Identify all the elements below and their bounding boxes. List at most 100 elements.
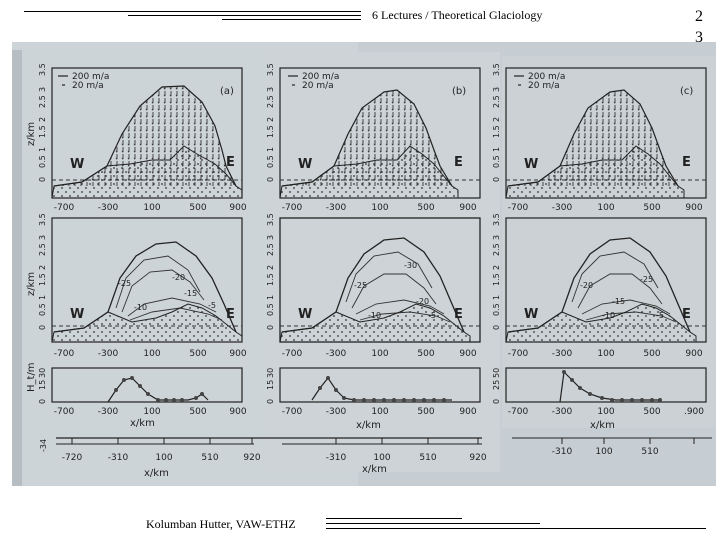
mid-b-ytick: 2 <box>266 265 275 270</box>
mid-c-contour <box>571 251 659 303</box>
mid-a-contour-label: -5 <box>208 301 216 310</box>
mid-a-contour-label: -15 <box>184 289 197 298</box>
mid-b-contour-label: -25 <box>354 281 367 290</box>
top-c-ytick: 3.5 <box>492 63 501 76</box>
mid-c-west-label: W <box>524 307 538 322</box>
mid-a-ytick: 0.5 <box>38 303 47 316</box>
mid-b-ytick: 3 <box>266 235 275 240</box>
top-c-xtick: 900 <box>685 203 702 213</box>
mid-c-xtick: -700 <box>508 349 529 359</box>
bot-b-xtick: -700 <box>282 407 303 417</box>
bottom-panel-b: 0 15 30 -700 -300 100 500 900 x/km <box>266 367 481 431</box>
bot-c-xlabel: x/km <box>590 420 615 431</box>
footer-rule-1 <box>326 518 462 519</box>
bot-c-xtick: 500 <box>643 407 660 417</box>
mid-c-contour <box>577 273 663 309</box>
mid-a-ytick: 1.5 <box>38 273 47 286</box>
footer-rule-3 <box>326 528 706 529</box>
base-axis-tick: 510 <box>201 453 218 463</box>
mid-b-xtick: -700 <box>282 349 303 359</box>
top-a-east-label: E <box>226 155 235 170</box>
mid-a-bedrock <box>51 303 243 343</box>
mid-a-east-label: E <box>226 307 235 322</box>
footer-rule-2 <box>326 523 540 524</box>
footer-author: Kolumban Hutter, VAW-ETHZ <box>146 517 296 531</box>
bot-a-ht-markers <box>114 376 204 402</box>
top-c-ytick: 2.5 <box>492 95 501 108</box>
bot-b-xtick: 100 <box>371 407 388 417</box>
mid-b-contour <box>351 273 437 309</box>
base-axis-tick: -310 <box>108 453 129 463</box>
mid-b-ytick: 1 <box>266 295 275 300</box>
mid-b-xtick: 100 <box>371 349 388 359</box>
bot-c-ytick: 0 <box>492 399 501 404</box>
middle-panel-c: -25 -20 -15 -10 -5 W E 0 0.5 1 1.5 2 2.5… <box>492 213 707 359</box>
header-rule-3 <box>222 19 361 20</box>
top-c-legend-200: 200 m/a <box>528 72 565 82</box>
top-b-xtick: -300 <box>326 203 347 213</box>
top-a-ylabel: z/km <box>26 122 37 146</box>
print-edge <box>12 50 22 486</box>
mid-a-ytick: 2.5 <box>38 243 47 256</box>
top-a-ytick: 0 <box>38 177 47 182</box>
top-a-legend-200: 200 m/a <box>72 72 109 82</box>
bot-b-ytick: 30 <box>266 368 275 378</box>
top-c-xtick: 100 <box>597 203 614 213</box>
base-axis-tick: -310 <box>552 447 573 457</box>
top-b-ytick: 3 <box>266 87 275 92</box>
mid-a-xtick: 900 <box>229 349 246 359</box>
top-a-ytick: 1 <box>38 147 47 152</box>
top-a-legend: 200 m/a 20 m/a <box>58 72 109 91</box>
base-axis-left-value: -34 <box>39 439 48 452</box>
top-b-legend-200: 200 m/a <box>302 72 339 82</box>
mid-c-ytick: 3 <box>492 235 501 240</box>
top-a-ytick: 2 <box>38 117 47 122</box>
middle-panel-a: -25 -20 -15 -10 -5 W E z/km 0 0.5 1 1.5 … <box>26 213 247 359</box>
mid-a-ytick: 1 <box>38 295 47 300</box>
mid-c-ytick: 2 <box>492 265 501 270</box>
mid-a-contour-label: -20 <box>172 273 185 282</box>
mid-c-contour <box>581 299 671 315</box>
top-b-panel-label: (b) <box>452 86 466 97</box>
base-axis-tick: 920 <box>243 453 260 463</box>
bot-a-xlabel: x/km <box>130 418 155 429</box>
mid-a-xtick: 500 <box>189 349 206 359</box>
bot-c-xtick: 100 <box>597 407 614 417</box>
middle-panel-b: -30 -25 -20 -10 -5 W E 0 0.5 1 1.5 2 2.5… <box>266 213 481 359</box>
mid-a-contour <box>115 255 201 309</box>
top-b-legend-20: 20 m/a <box>302 81 334 91</box>
mid-c-xtick: 500 <box>643 349 660 359</box>
mid-c-ytick: 0.5 <box>492 303 501 316</box>
top-c-ytick: 1 <box>492 147 501 152</box>
slide-number-digit-2: 3 <box>695 29 703 46</box>
bot-b-ht-markers <box>318 376 446 402</box>
slide-number-digit-1: 2 <box>695 8 703 25</box>
mid-a-xtick: 100 <box>143 349 160 359</box>
top-b-xtick: 500 <box>417 203 434 213</box>
top-a-ytick: 2.5 <box>38 95 47 108</box>
mid-c-ytick: 0 <box>492 325 501 330</box>
bot-c-ytick: 50 <box>492 368 501 378</box>
figure-photo: 200 m/a 20 m/a (a) W E z/km 0 0.5 1 1.5 … <box>12 42 716 486</box>
mid-c-contour-label: -25 <box>640 275 653 284</box>
top-a-xtick: 500 <box>189 203 206 213</box>
base-axis-xlabel-left: x/km <box>144 468 169 479</box>
bot-b-xtick: 500 <box>417 407 434 417</box>
mid-b-west-label: W <box>298 307 312 322</box>
mid-a-ytick: 3 <box>38 235 47 240</box>
base-axis-tick: 510 <box>419 453 436 463</box>
top-c-east-label: E <box>682 155 691 170</box>
top-c-xtick: -700 <box>508 203 529 213</box>
mid-c-contour-label: -15 <box>612 297 625 306</box>
base-axis-tick: 510 <box>641 447 658 457</box>
header-rule-1 <box>24 11 361 12</box>
top-b-east-label: E <box>454 155 463 170</box>
top-c-ytick: 0 <box>492 177 501 182</box>
top-b-ytick: 0 <box>266 177 275 182</box>
top-a-west-label: W <box>70 157 84 172</box>
mid-c-bedrock <box>505 303 697 343</box>
header-rule-2 <box>128 15 361 16</box>
bot-c-ytick: 25 <box>492 380 501 390</box>
mid-b-xtick: 500 <box>417 349 434 359</box>
bottom-panel-a: H_t/m 0 15 30 -700 -300 100 500 900 x/km <box>26 362 247 429</box>
